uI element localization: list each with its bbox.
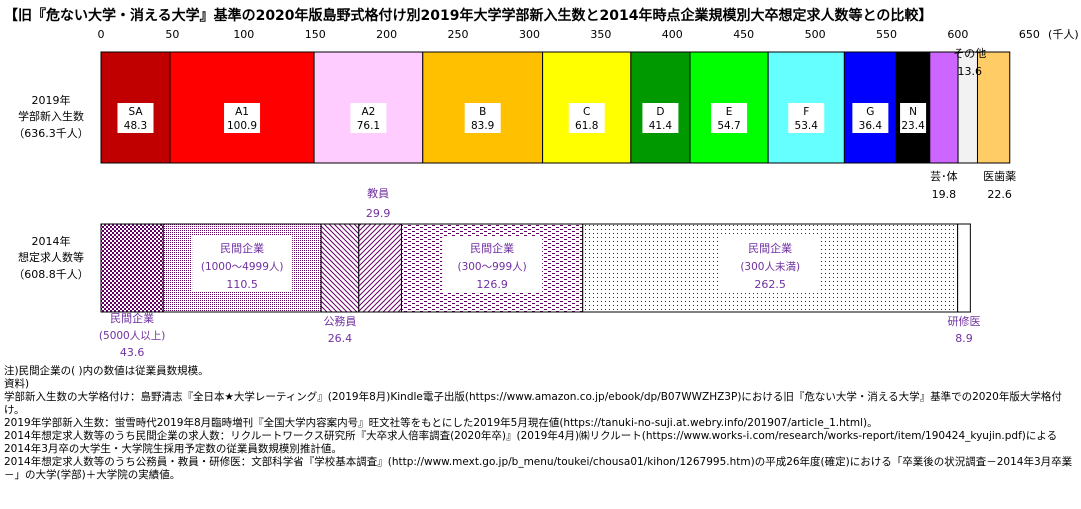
stacked-bar-chart: 0 50 100 150 200 250 300 350 400 450 500 550 600 650 (… [13, 28, 1079, 359]
segment-sub: (300～999人) [457, 261, 526, 273]
x-axis: 0 50 100 150 200 250 300 350 400 450 500 550 600 650 (… [98, 28, 1079, 41]
segment-value-ishiyaku: 22.6 [987, 188, 1012, 201]
category-labels: 2019年学部新入生数 （636.3千人） 2014年想定求人数等 （608.8千人） [13, 93, 89, 281]
segment-value-koumuin: 26.4 [328, 332, 353, 345]
segment-name-geitai: 芸･体 [930, 169, 958, 183]
segment-value: 48.3 [124, 120, 147, 132]
x-axis-unit: (千人) [1048, 28, 1079, 41]
x-tick-label: 200 [376, 28, 397, 41]
segment-value: 83.9 [471, 120, 494, 132]
bar-segment-A1 [169, 51, 315, 164]
segment-label-box [852, 103, 889, 133]
segment-sub: (1000～4999人) [201, 261, 284, 273]
segment-name: G [866, 106, 874, 118]
segment-value: 76.1 [357, 120, 380, 132]
category-label: 2014年 [32, 234, 71, 248]
x-tick-label: 150 [305, 28, 326, 41]
segment-value: 100.9 [227, 120, 257, 132]
segment-name: F [803, 106, 809, 118]
x-tick-label: 450 [733, 28, 754, 41]
segment-name: E [726, 106, 733, 118]
note-line: 学部新入生数の大学格付け：島野清志『全日本★大学レーティング』(2019年8月)… [4, 391, 1062, 416]
category-label: （608.8千人） [13, 268, 89, 281]
segment-value-sonota: 13.6 [958, 65, 983, 78]
segment-value: 110.5 [226, 278, 258, 291]
x-tick-label: 600 [947, 28, 968, 41]
segment-sub-min5000: (5000人以上) [99, 330, 165, 342]
x-tick-label: 250 [448, 28, 469, 41]
segment-label-box [464, 103, 501, 133]
bar-segment-geitai [929, 51, 959, 164]
segment-name: N [909, 106, 917, 118]
segment-name-kenshui: 研修医 [947, 314, 980, 328]
segment-label-box [442, 236, 543, 292]
segment-value-geitai: 19.8 [932, 188, 957, 201]
segment-labels: SA 48.3 A1 100.9 A2 76.1 B 83.9 C 61.8 D 41.4 E 54.7 F… [99, 47, 1016, 359]
notes: 注)民間企業の( )内の数値は従業員数規模。 資料) 学部新入生数の大学格付け：島野… [4, 365, 1079, 482]
segment-name: 民間企業 [748, 241, 792, 255]
segment-value-kyouin: 29.9 [366, 207, 391, 220]
x-tick-label: 650 [1019, 28, 1040, 41]
x-tick-label: 300 [519, 28, 540, 41]
segment-name: D [656, 106, 664, 118]
segment-label-box [568, 103, 605, 133]
segment-name: C [583, 106, 590, 118]
segment-name-ishiyaku: 医歯薬 [983, 170, 1016, 183]
bar-segment-min5000 [100, 223, 164, 313]
category-label: 2019年 [32, 93, 71, 107]
segment-label-box [350, 103, 387, 133]
x-tick-label: 50 [165, 28, 179, 41]
segment-name: A2 [361, 106, 375, 118]
segment-label-box [224, 103, 261, 133]
segment-value: 53.4 [795, 120, 819, 132]
segment-label-box [720, 236, 821, 292]
x-tick-label: 0 [98, 28, 105, 41]
bar-segment-ishiyaku [976, 51, 1011, 164]
segment-value: 126.9 [476, 278, 508, 291]
segment-label-box [900, 103, 927, 133]
segment-name: SA [128, 106, 143, 118]
segment-name-min5000: 民間企業 [110, 311, 154, 325]
x-tick-label: 400 [662, 28, 683, 41]
segment-name: 民間企業 [220, 241, 264, 255]
chart-title: 【旧『危ない大学・消える大学』基準の2020年版島野式格付け別2019年大学学部… [4, 8, 933, 24]
bar-segment-kenshui [957, 223, 971, 313]
x-tick-label: 350 [590, 28, 611, 41]
segment-label-box [642, 103, 679, 133]
category-label: 想定求人数等 [18, 250, 84, 264]
x-tick-label: 100 [233, 28, 254, 41]
note-line: 資料) [4, 378, 30, 390]
segment-label-box [788, 103, 825, 133]
segment-label-box [192, 236, 293, 292]
note-line: 2014年想定求人数等のうち公務員・教員・研修医：文部科学省『学校基本調査』(h… [4, 456, 1073, 481]
segment-value: 61.8 [575, 120, 598, 132]
segment-name: A1 [235, 106, 249, 118]
note-line: 2019年学部新入生数：蛍雪時代2019年8月臨時増刊『全国大学内容案内号』旺文… [4, 417, 878, 429]
segment-label-box [711, 103, 748, 133]
category-label: 学部新入生数 [18, 109, 84, 123]
bar-segment-kyouin [358, 223, 402, 313]
segment-name-sonota: その他 [953, 47, 986, 60]
segment-label-box [117, 103, 154, 133]
segment-value: 41.4 [649, 120, 673, 132]
x-tick-label: 550 [876, 28, 897, 41]
segment-name: B [479, 106, 486, 118]
segment-name: 民間企業 [470, 241, 514, 255]
segment-sub: (300人未満) [740, 261, 800, 273]
segment-value: 36.4 [859, 120, 883, 132]
segment-value: 262.5 [754, 278, 786, 291]
category-label: （636.3千人） [13, 127, 89, 140]
segment-name-kyouin: 教員 [367, 187, 389, 200]
x-tick-label: 500 [805, 28, 826, 41]
note-line: 2014年想定求人数等のうち民間企業の求人数：リクルートワークス研究所『大卒求人… [4, 430, 1058, 455]
segment-value-min5000: 43.6 [120, 346, 145, 359]
bar-segment-koumuin [320, 223, 360, 313]
segment-value: 23.4 [901, 120, 925, 132]
segment-name-koumuin: 公務員 [323, 314, 356, 328]
note-line: 注)民間企業の( )内の数値は従業員数規模。 [4, 365, 209, 377]
segment-value-kenshui: 8.9 [955, 332, 973, 345]
segment-value: 54.7 [717, 120, 740, 132]
